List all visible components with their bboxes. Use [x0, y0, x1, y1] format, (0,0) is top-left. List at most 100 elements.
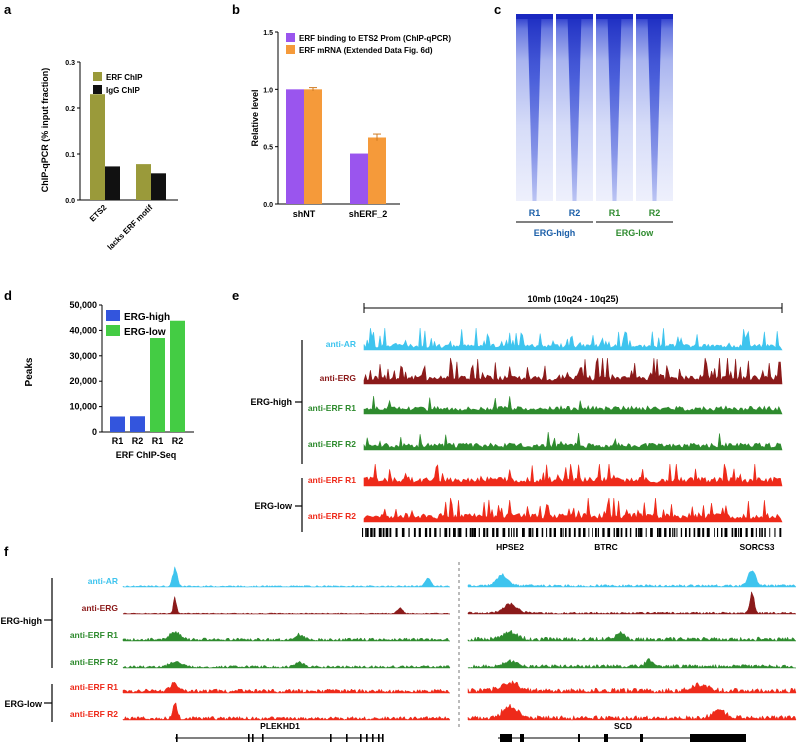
legend-swatch-erf-mrna: [286, 45, 295, 54]
signal-track-right-anti-erg: [467, 590, 797, 615]
signal-track-left-anti-erf-r2: [122, 702, 451, 721]
gene-block: [702, 528, 705, 537]
heatmap-column-label: R2: [649, 208, 661, 218]
gene-block: [774, 528, 776, 537]
signal-track-anti-erf-r2-erg-high: [363, 431, 783, 451]
exon: [248, 734, 250, 742]
signal-track-left-anti-ar: [122, 566, 451, 588]
gene-block: [769, 528, 771, 537]
bar-igg-chip-ets2: [105, 166, 120, 200]
gene-block: [672, 528, 674, 537]
legend-label-erg-high: ERG-high: [124, 312, 170, 323]
track-label-anti-erf-r1: anti-ERF R1: [70, 682, 118, 692]
gene-block: [541, 528, 544, 537]
y-tick-label: 10,000: [69, 402, 97, 412]
signal-track-right-anti-ar: [467, 570, 797, 588]
gene-block: [734, 528, 737, 537]
gene-block: [385, 528, 389, 537]
gene-block: [382, 528, 385, 537]
gene-block: [607, 528, 611, 537]
gene-block: [513, 528, 515, 537]
heatmap-center-signal: [607, 14, 622, 201]
exon: [690, 734, 746, 742]
panel-e-scale-label: 10mb (10q24 - 10q25): [527, 294, 618, 304]
gene-block: [465, 528, 468, 537]
panel-a-ylabel: ChIP-qPCR (% input fraction): [40, 68, 50, 193]
group-label-erg-high: ERG-high: [534, 228, 576, 238]
gene-block: [453, 528, 456, 537]
gene-block: [546, 528, 548, 537]
exon: [176, 734, 178, 742]
track-label-anti-erg: anti-ERG: [320, 373, 357, 383]
gene-block: [629, 528, 632, 537]
gene-block: [650, 528, 653, 537]
gene-block: [457, 528, 459, 537]
exon: [520, 734, 524, 742]
panel-f-gene-track: PLEKHD1 SCD: [175, 721, 746, 742]
signal-track-anti-erf-r2-erg-low: [363, 497, 783, 523]
signal-track-right-anti-erf-r2: [467, 703, 797, 721]
panel-e-group-low: ERG-low: [255, 501, 293, 511]
exon: [346, 734, 348, 742]
gene-block: [764, 528, 766, 537]
bar-erf-binding-to-ets2-prom-chip-qpcr-sherf-2: [350, 153, 368, 204]
bar-erg-low-r2: [170, 320, 185, 432]
signal-track-anti-ar-erg-high: [363, 327, 783, 351]
gene-block: [739, 528, 742, 537]
panel-c: c R1 R2 R1 R2 ERG-high ERG-low: [494, 2, 673, 238]
bar-erg-high-r2: [130, 416, 145, 432]
panel-f-group-brackets: ERG-high ERG-low: [1, 578, 53, 722]
gene-label-scd: SCD: [614, 721, 632, 731]
x-tick-label-sherf-2: shERF_2: [349, 209, 388, 219]
gene-block: [448, 528, 451, 537]
y-tick-label: 1.0: [263, 87, 273, 94]
track-label-anti-erf-r1: anti-ERF R1: [308, 403, 356, 413]
gene-block: [738, 528, 740, 537]
exon: [366, 734, 368, 742]
y-tick-label: 0.3: [65, 60, 75, 67]
y-tick-label: 0.1: [65, 152, 75, 159]
gene-block: [697, 528, 701, 537]
panel-d-legend: ERG-high ERG-low: [106, 310, 170, 338]
panel-b-letter: b: [232, 2, 240, 17]
gene-block: [413, 528, 416, 537]
track-label-anti-erf-r2: anti-ERF R2: [70, 657, 118, 667]
gene-block: [378, 528, 382, 537]
gene-block: [721, 528, 723, 537]
gene-block: [755, 528, 757, 537]
y-tick-label: 20,000: [69, 376, 97, 386]
gene-block: [516, 528, 518, 537]
panel-b-plot: 0.0 0.5 1.0 1.5 shNT shERF_2: [263, 30, 400, 219]
gene-block: [645, 528, 647, 537]
x-tick-label-shnt: shNT: [293, 209, 316, 219]
panel-b-legend: ERF binding to ETS2 Prom (ChIP-qPCR) ERF…: [286, 33, 451, 55]
gene-block: [674, 528, 676, 537]
track-label-anti-erf-r2: anti-ERF R2: [308, 439, 356, 449]
gene-block: [560, 528, 562, 537]
gene-block: [532, 528, 534, 537]
panel-d-letter: d: [4, 288, 12, 303]
gene-block: [597, 528, 599, 537]
gene-block: [365, 528, 367, 537]
gene-block: [483, 528, 486, 537]
panel-f-letter: f: [4, 544, 9, 559]
legend-swatch-igg-chip: [93, 85, 102, 94]
track-label-anti-erf-r1: anti-ERF R1: [308, 475, 356, 485]
gene-block: [562, 528, 564, 537]
signal-track-left-anti-erf-r1: [122, 681, 451, 694]
track-label-anti-erf-r2: anti-ERF R2: [308, 511, 356, 521]
gene-block: [528, 528, 532, 537]
y-tick-label: 40,000: [69, 325, 97, 335]
gene-block: [658, 528, 662, 537]
gene-label-btrc: BTRC: [594, 542, 618, 552]
panel-b-ylabel: Relative level: [250, 89, 260, 146]
gene-block: [657, 528, 659, 537]
gene-block: [549, 528, 552, 537]
track-label-anti-ar: anti-AR: [326, 339, 356, 349]
gene-block: [669, 528, 671, 537]
gene-block: [471, 528, 474, 537]
heatmap-center-signal: [567, 14, 582, 201]
y-tick-label: 0.2: [65, 106, 75, 113]
gene-block: [620, 528, 623, 537]
